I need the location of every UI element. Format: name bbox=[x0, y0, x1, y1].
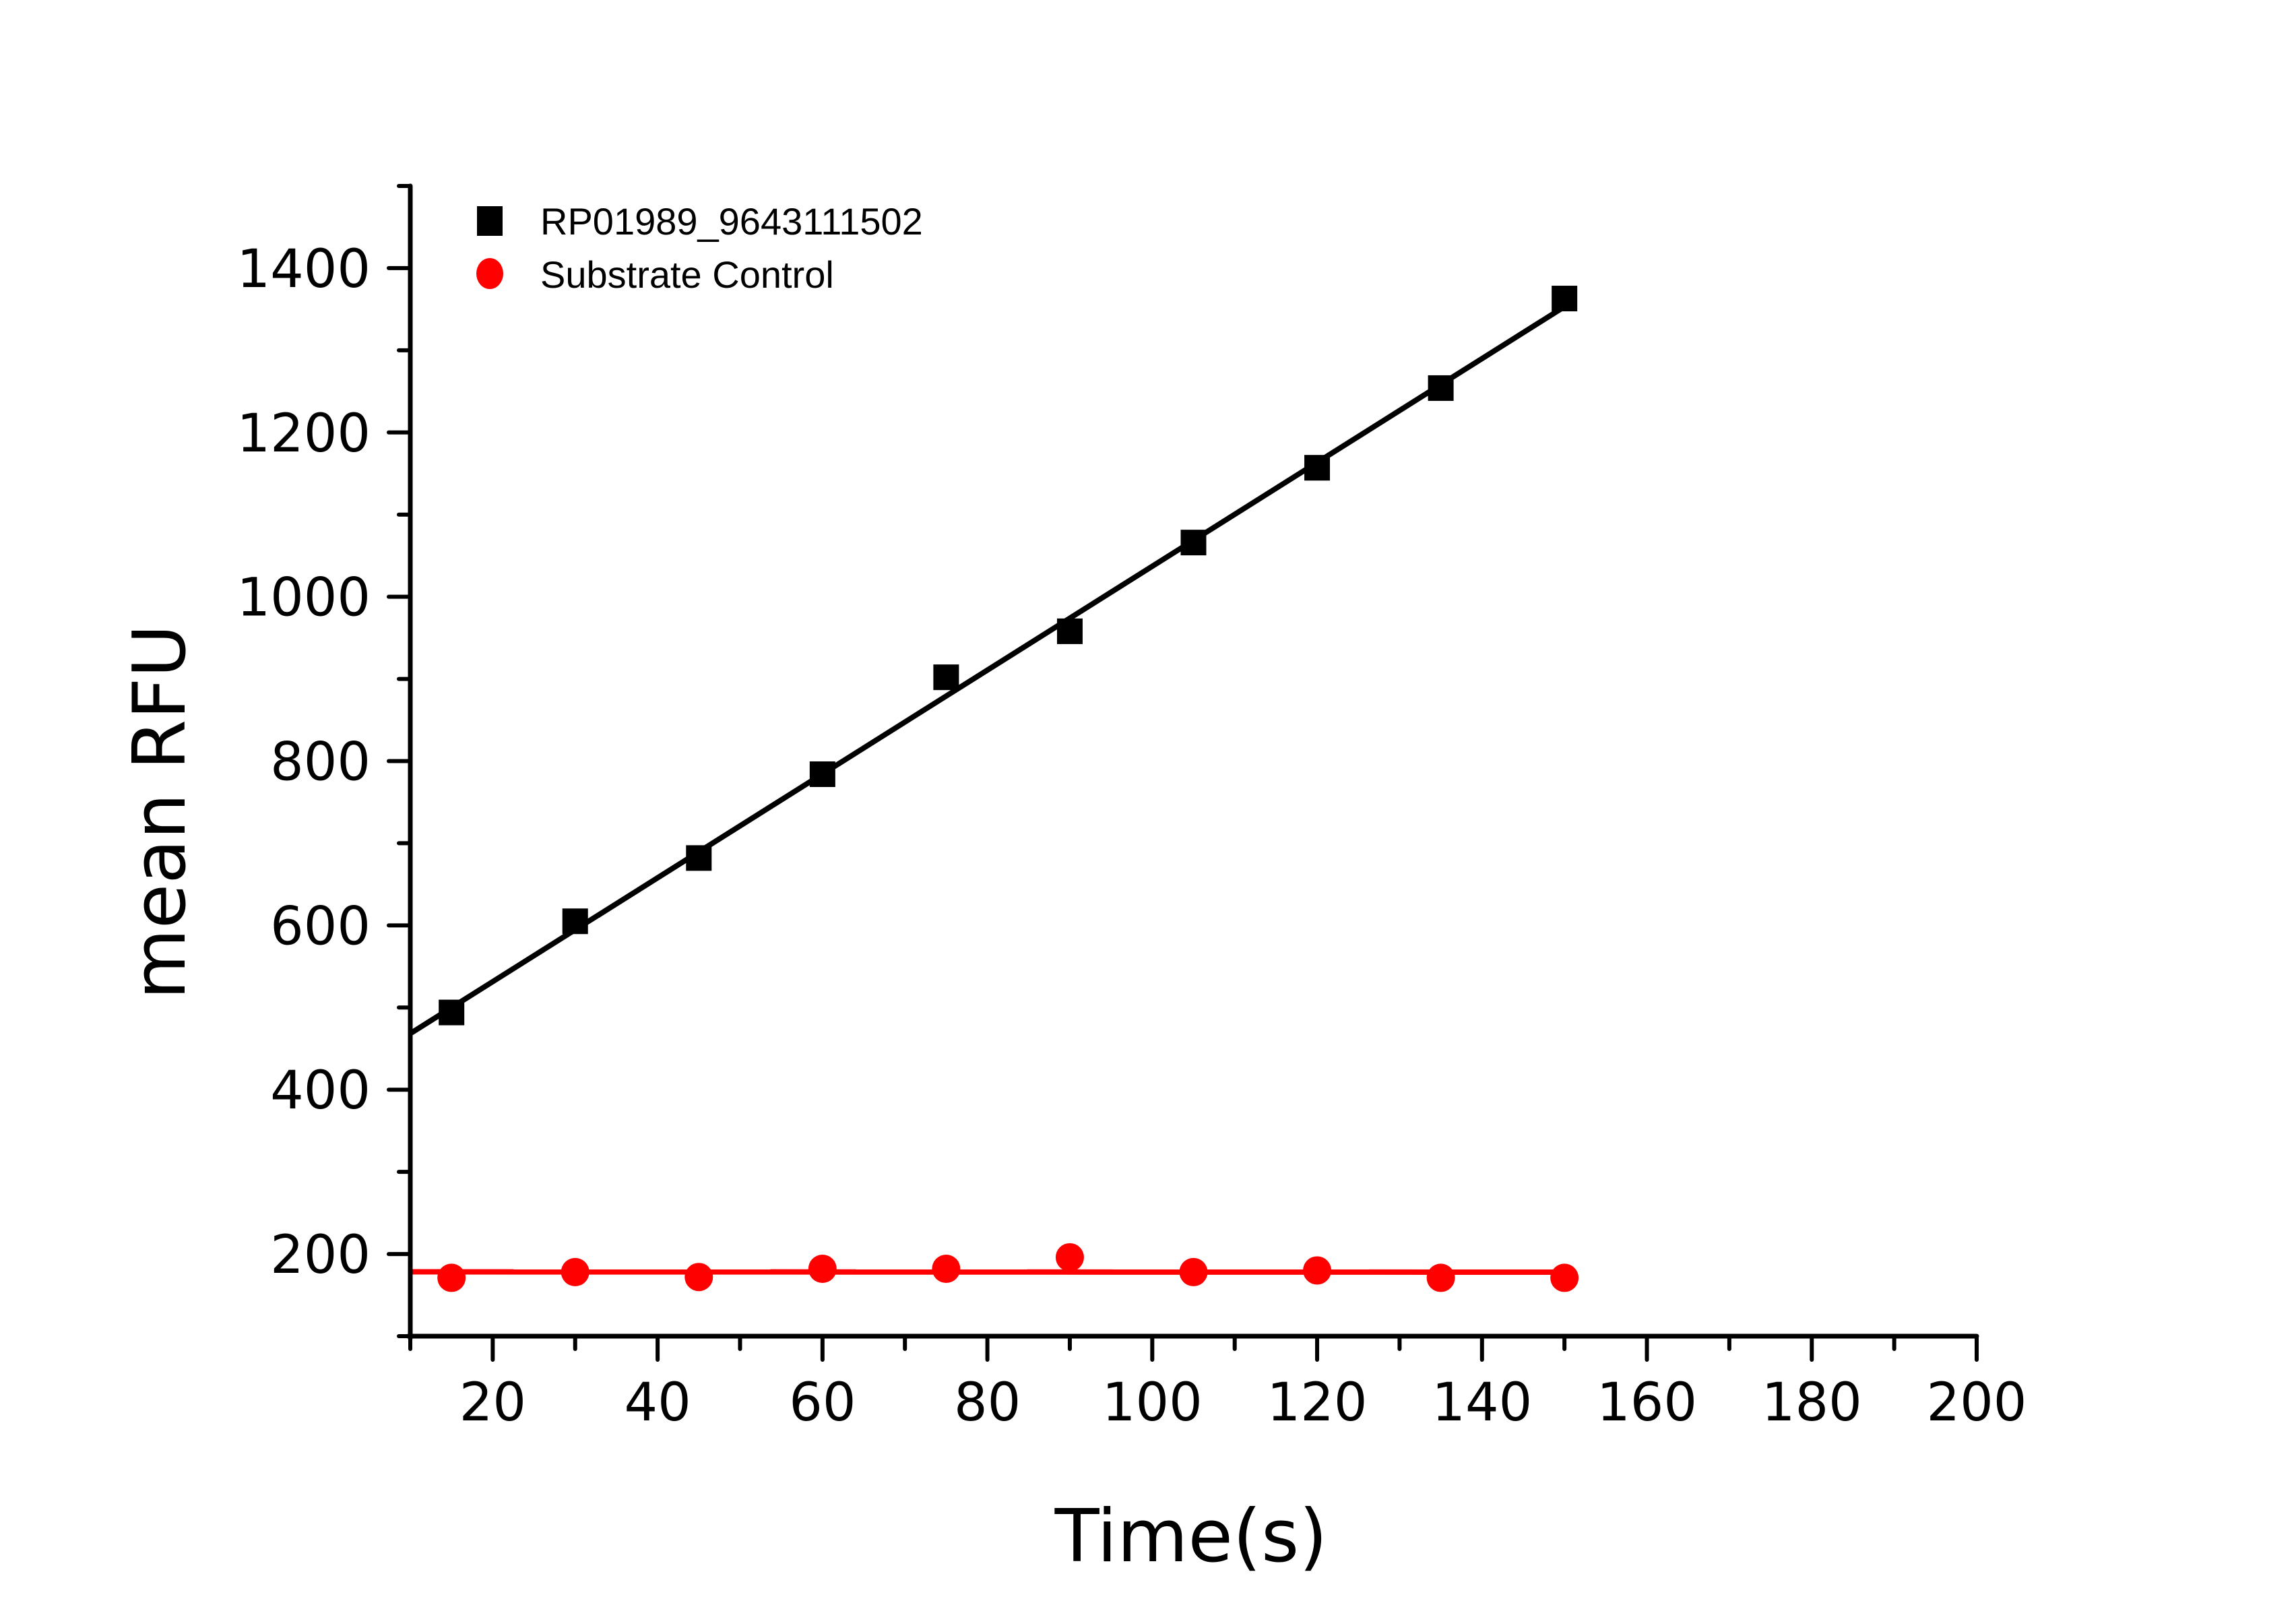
y-axis-title: mean RFU bbox=[118, 625, 202, 1000]
data-point-series-2 bbox=[932, 1255, 961, 1284]
data-point-series-1 bbox=[686, 845, 712, 871]
data-point-series-1 bbox=[933, 664, 959, 691]
x-tick-label: 40 bbox=[624, 1373, 691, 1433]
data-point-series-1 bbox=[562, 908, 588, 935]
data-point-series-2 bbox=[437, 1263, 466, 1292]
data-point-series-1 bbox=[1428, 375, 1454, 401]
data-point-series-2 bbox=[1550, 1263, 1579, 1292]
data-point-series-2 bbox=[1055, 1243, 1084, 1271]
data-point-series-2 bbox=[1179, 1257, 1208, 1286]
data-point-series-1 bbox=[1056, 618, 1083, 644]
y-tick-label: 600 bbox=[270, 896, 371, 957]
y-tick-label: 800 bbox=[270, 732, 371, 793]
data-point-series-2 bbox=[808, 1255, 837, 1284]
data-point-series-2 bbox=[684, 1263, 713, 1292]
data-point-series-2 bbox=[1303, 1256, 1332, 1285]
x-axis-title: Time(s) bbox=[1054, 1495, 1328, 1579]
legend-marker-circle-icon bbox=[476, 258, 503, 289]
data-point-series-1 bbox=[1552, 286, 1578, 312]
y-tick-labels: 200 400 600 800 1000 1200 1400 bbox=[236, 239, 371, 1286]
x-tick-label: 80 bbox=[954, 1373, 1021, 1433]
legend: RP01989_9643111502 Substrate Control bbox=[476, 200, 923, 296]
y-tick-label: 1200 bbox=[236, 404, 371, 464]
data-point-series-2 bbox=[561, 1257, 589, 1286]
x-tick-label: 120 bbox=[1267, 1373, 1368, 1433]
data-point-series-1 bbox=[1304, 455, 1331, 481]
data-markers bbox=[437, 286, 1579, 1292]
x-tick-label: 160 bbox=[1597, 1373, 1697, 1433]
fit-line-series-1 bbox=[408, 304, 1566, 1036]
axes bbox=[387, 183, 1979, 1362]
x-tick-labels: 20 40 60 80 100 120 140 160 180 200 bbox=[459, 1373, 2027, 1433]
x-tick-label: 180 bbox=[1762, 1373, 1862, 1433]
fit-lines bbox=[408, 304, 1566, 1276]
data-point-series-2 bbox=[1426, 1263, 1455, 1292]
data-point-series-1 bbox=[1180, 530, 1207, 556]
x-tick-label: 100 bbox=[1102, 1373, 1203, 1433]
x-tick-label: 140 bbox=[1432, 1373, 1532, 1433]
data-point-series-1 bbox=[809, 761, 835, 788]
x-tick-label: 20 bbox=[459, 1373, 526, 1433]
legend-label-series-1: RP01989_9643111502 bbox=[540, 200, 923, 243]
legend-label-series-2: Substrate Control bbox=[540, 253, 834, 296]
y-tick-label: 200 bbox=[270, 1225, 371, 1286]
y-tick-label: 1400 bbox=[236, 239, 371, 300]
x-tick-label: 60 bbox=[789, 1373, 856, 1433]
data-point-series-1 bbox=[439, 999, 465, 1026]
x-tick-label: 200 bbox=[1927, 1373, 2027, 1433]
y-tick-label: 400 bbox=[270, 1061, 371, 1121]
legend-marker-square-icon bbox=[477, 206, 503, 236]
y-tick-label: 1000 bbox=[236, 568, 371, 629]
